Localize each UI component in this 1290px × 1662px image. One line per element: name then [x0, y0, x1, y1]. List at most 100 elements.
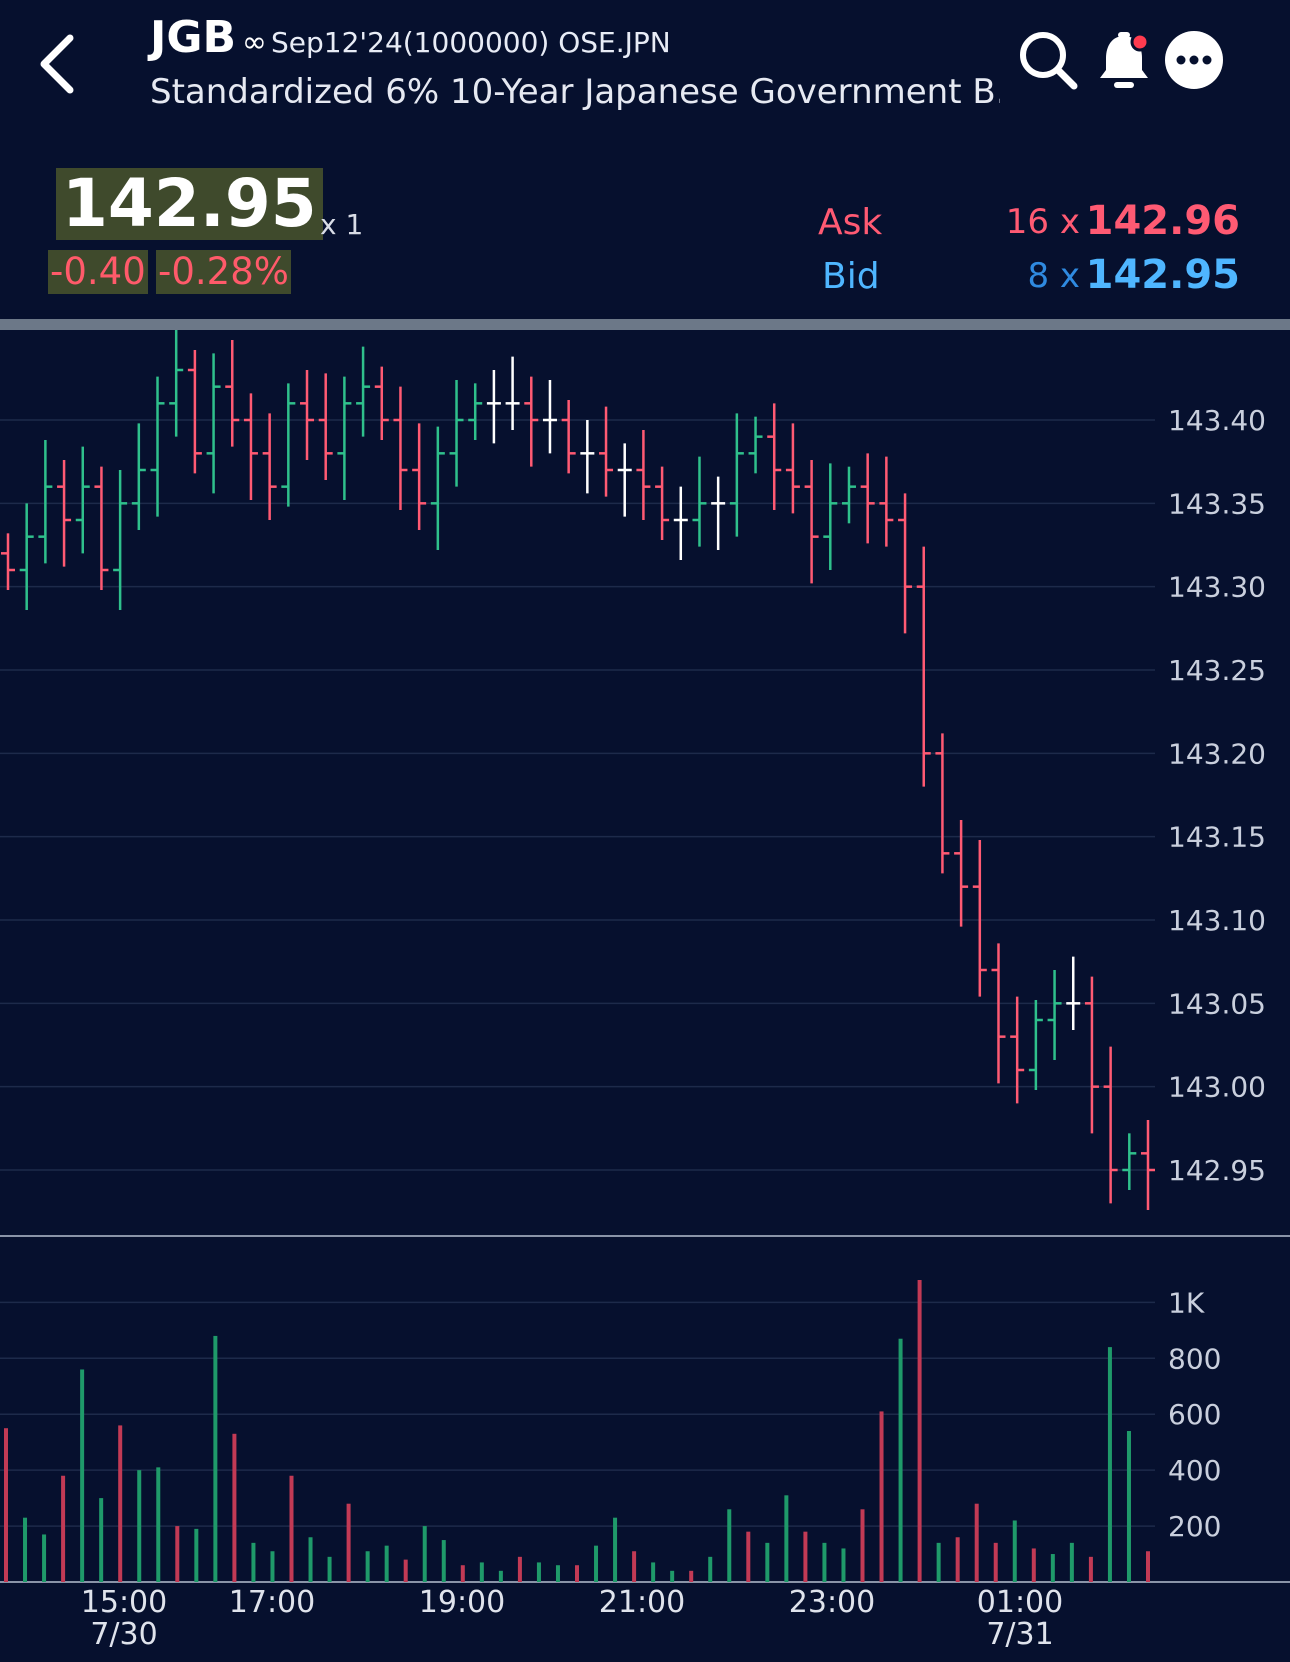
contract-label: Sep12'24(1000000) OSE.JPN: [271, 26, 671, 59]
change-value: -0.40: [48, 250, 148, 294]
volume-bar: [194, 1528, 199, 1582]
volume-bar: [460, 1565, 465, 1582]
price-axis-label: 142.95: [1168, 1154, 1266, 1187]
volume-bar: [879, 1411, 884, 1582]
price-axis-label: 143.30: [1168, 571, 1266, 604]
volume-bar: [1107, 1347, 1112, 1582]
volume-bar: [936, 1542, 941, 1582]
volume-bar: [860, 1509, 865, 1582]
volume-bar: [61, 1475, 66, 1582]
volume-bar: [917, 1280, 922, 1582]
volume-bar: [974, 1503, 979, 1582]
price-axis-label: 143.40: [1168, 404, 1266, 437]
volume-bar: [479, 1562, 484, 1582]
volume-bar: [594, 1545, 599, 1582]
volume-bar: [555, 1565, 560, 1582]
volume-axis-label: 800: [1168, 1342, 1221, 1375]
change-percent: -0.28%: [156, 250, 291, 294]
last-price: 142.95: [56, 168, 323, 240]
section-divider: [0, 319, 1290, 330]
time-axis-label: 15:00: [81, 1585, 167, 1620]
chevron-left-icon[interactable]: [30, 28, 90, 98]
time-axis-label: 21:00: [599, 1585, 685, 1620]
multiplier: x 1: [320, 208, 364, 241]
volume-bar: [403, 1559, 408, 1582]
volume-bar: [613, 1517, 618, 1582]
volume-bar: [365, 1551, 370, 1582]
volume-bar: [765, 1542, 770, 1582]
volume-bar: [213, 1335, 218, 1582]
volume-bar: [651, 1562, 656, 1582]
ask-size: 16 x: [1005, 202, 1080, 242]
price-axis-label: 143.00: [1168, 1071, 1266, 1104]
volume-bar: [175, 1526, 180, 1582]
volume-bar: [270, 1551, 275, 1582]
volume-bar: [42, 1534, 47, 1582]
volume-bar: [384, 1545, 389, 1582]
volume-bar: [327, 1556, 332, 1582]
volume-bar: [803, 1531, 808, 1582]
volume-bar: [346, 1503, 351, 1582]
ask-price: 142.96: [1085, 198, 1240, 244]
bid-price: 142.95: [1085, 252, 1240, 298]
volume-bar: [517, 1556, 522, 1582]
volume-bar: [289, 1475, 294, 1582]
symbol-row: JGB ∞ Sep12'24(1000000) OSE.JPN: [150, 12, 671, 63]
volume-bar: [1050, 1554, 1055, 1582]
date-axis-label: 7/31: [986, 1617, 1053, 1652]
symbol: JGB: [150, 12, 237, 63]
volume-bar: [575, 1565, 579, 1582]
volume-bar: [727, 1509, 732, 1582]
volume-bar: [232, 1433, 237, 1582]
volume-bar: [441, 1540, 446, 1582]
price-axis-label: 143.20: [1168, 737, 1266, 770]
price-axis-label: 143.35: [1168, 487, 1266, 520]
volume-bar: [23, 1517, 28, 1582]
volume-bar: [689, 1570, 694, 1582]
volume-bar: [4, 1428, 8, 1582]
volume-bar: [1069, 1542, 1074, 1582]
header: JGB ∞ Sep12'24(1000000) OSE.JPN Standardiz…: [0, 0, 1290, 140]
bid-label: Bid: [822, 256, 880, 297]
time-axis-label: 19:00: [419, 1585, 505, 1620]
infinity-icon: ∞: [242, 25, 268, 60]
volume-bar: [822, 1542, 827, 1582]
date-axis-label: 7/30: [90, 1617, 157, 1652]
volume-bar: [99, 1498, 104, 1582]
time-axis-label: 17:00: [229, 1585, 315, 1620]
volume-bar: [955, 1537, 960, 1582]
volume-bar: [1012, 1520, 1017, 1582]
bell-icon[interactable]: [1092, 28, 1156, 92]
volume-bar: [308, 1537, 313, 1582]
quote-panel: 142.95 x 1 -0.40 -0.28% Ask 16 x 142.96 …: [0, 150, 1290, 320]
volume-axis-label: 400: [1168, 1454, 1221, 1487]
volume-bar: [670, 1570, 675, 1582]
volume-bar: [841, 1548, 846, 1582]
price-axis-label: 143.15: [1168, 821, 1266, 854]
price-axis-label: 143.10: [1168, 904, 1266, 937]
price-axis-label: 143.05: [1168, 987, 1266, 1020]
volume-bar: [536, 1562, 541, 1582]
volume-bar: [137, 1470, 142, 1582]
search-icon[interactable]: [1016, 28, 1080, 92]
volume-bar: [784, 1495, 789, 1582]
volume-bar: [1088, 1556, 1093, 1582]
more-icon[interactable]: [1162, 28, 1226, 92]
volume-axis-label: 1K: [1168, 1286, 1205, 1319]
bid-size: 8 x: [1027, 256, 1080, 296]
volume-bar: [80, 1369, 85, 1582]
instrument-full-name: Standardized 6% 10-Year Japanese Governm…: [150, 72, 1000, 112]
price-volume-chart[interactable]: 143.40 143.35 143.30 143.25 143.20 143.15 143.…: [0, 330, 1290, 1662]
time-axis-label: 01:00: [977, 1585, 1063, 1620]
price-axis-label: 143.25: [1168, 654, 1266, 687]
time-axis-label: 23:00: [789, 1585, 875, 1620]
volume-bar: [708, 1556, 713, 1582]
volume-bar: [993, 1542, 998, 1582]
volume-bar: [1126, 1431, 1131, 1582]
volume-bar: [251, 1542, 256, 1582]
volume-bar: [746, 1531, 751, 1582]
volume-bar: [1031, 1548, 1036, 1582]
volume-bar: [898, 1338, 903, 1582]
volume-bar: [156, 1467, 161, 1582]
volume-axis-label: 200: [1168, 1510, 1221, 1543]
